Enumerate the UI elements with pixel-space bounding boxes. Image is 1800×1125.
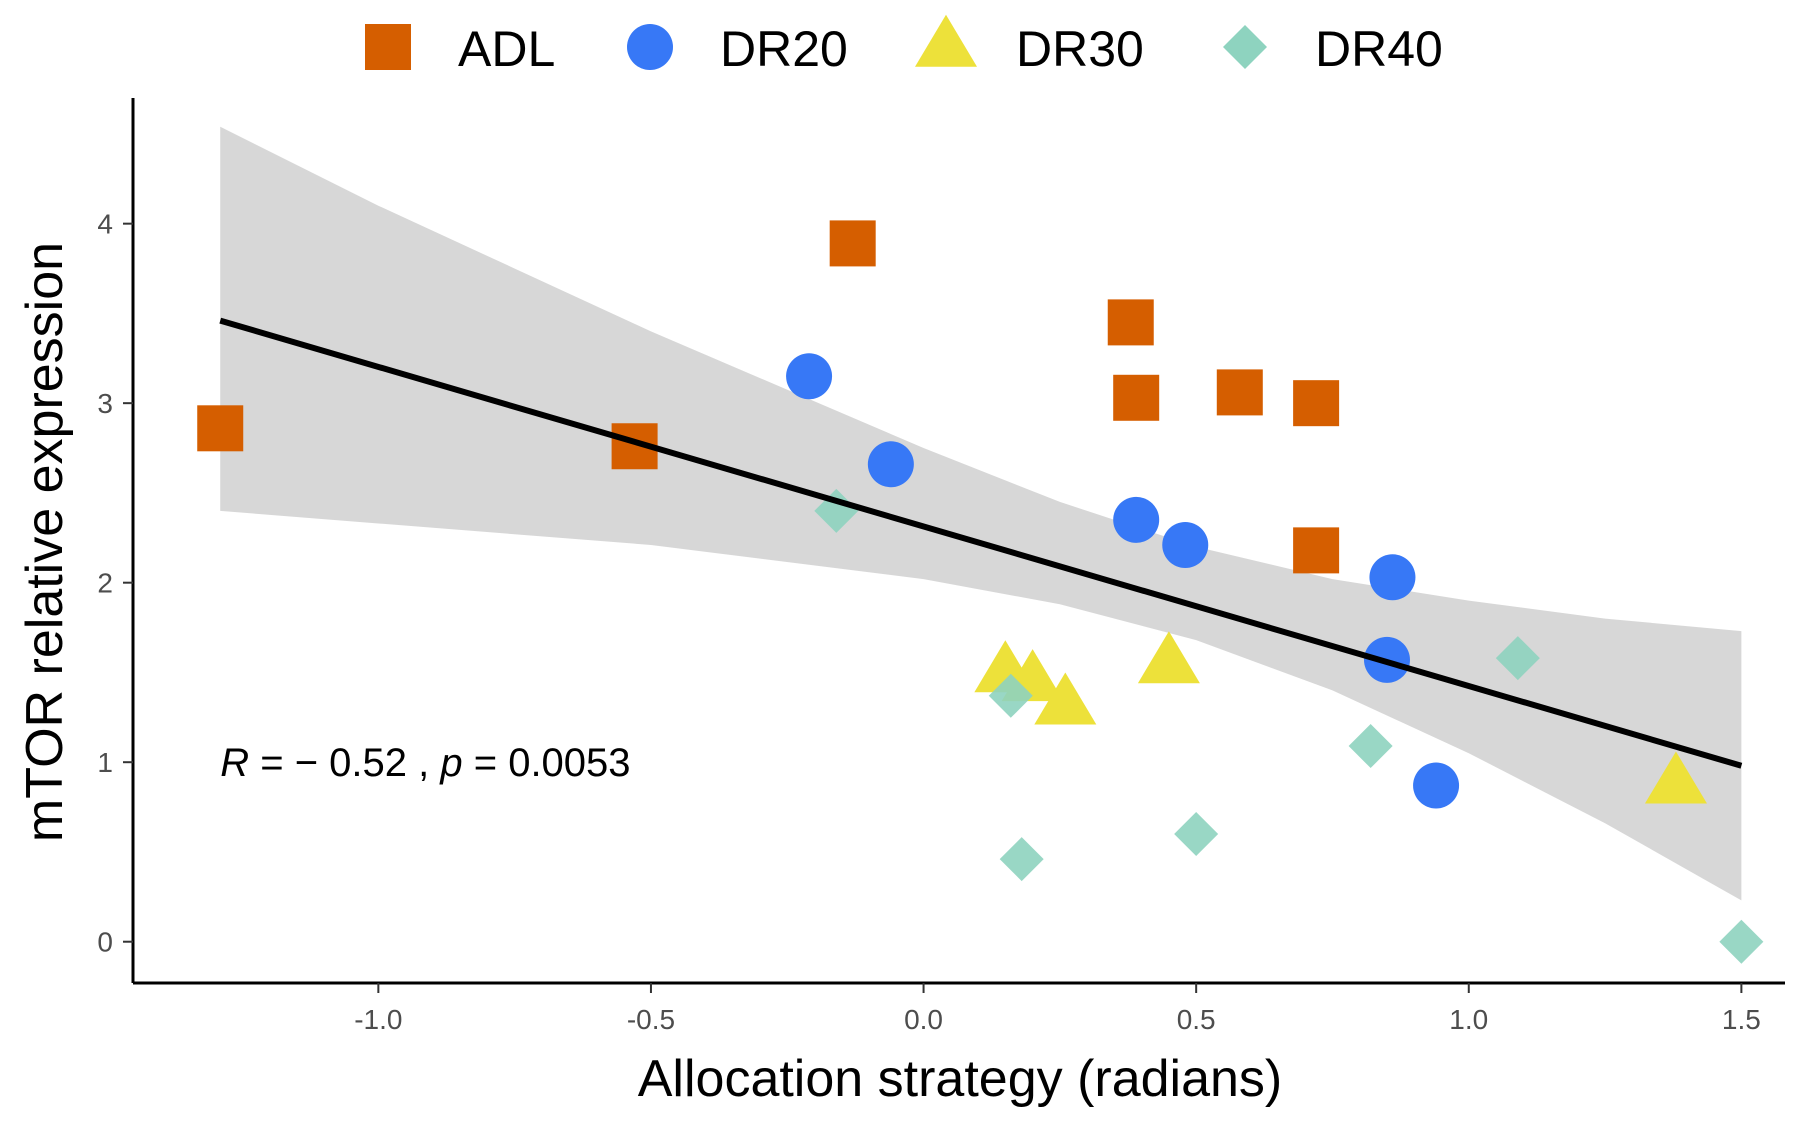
legend-label: DR40 xyxy=(1315,21,1443,77)
data-point xyxy=(867,441,914,488)
data-point xyxy=(1113,374,1160,421)
data-point xyxy=(1137,631,1200,684)
legend-label: ADL xyxy=(458,21,555,77)
data-points-layer xyxy=(197,220,1764,964)
y-tick-label: 3 xyxy=(97,388,113,419)
data-point xyxy=(1162,521,1209,568)
series-dr20 xyxy=(786,353,1460,809)
data-point xyxy=(786,353,833,400)
legend: ADL DR20 DR30 DR40 xyxy=(365,14,1443,77)
data-point xyxy=(197,405,244,452)
x-tick-label: 0.5 xyxy=(1177,1004,1216,1035)
x-tick-label: 1.0 xyxy=(1449,1004,1488,1035)
x-tick-label: -0.5 xyxy=(627,1004,675,1035)
series-adl xyxy=(197,220,1340,574)
legend-item-adl: ADL xyxy=(365,21,555,77)
x-tick-label: 0.0 xyxy=(904,1004,943,1035)
data-point xyxy=(829,220,876,267)
x-tick-label: 1.5 xyxy=(1722,1004,1761,1035)
data-point xyxy=(988,673,1033,718)
legend-item-dr30: DR30 xyxy=(915,14,1144,77)
data-point xyxy=(1644,751,1707,804)
legend-label: DR20 xyxy=(720,21,848,77)
legend-marker xyxy=(1223,25,1267,69)
p-value: = 0.0053 xyxy=(463,741,631,785)
data-point xyxy=(1293,527,1340,574)
legend-label: DR30 xyxy=(1016,21,1144,77)
data-point xyxy=(1216,369,1263,416)
data-point xyxy=(1034,672,1097,725)
y-tick-label: 4 xyxy=(97,209,113,240)
data-point xyxy=(1174,812,1219,857)
correlation-annotation: R = − 0.52 , p = 0.0053 xyxy=(220,741,630,785)
legend-marker xyxy=(627,24,673,70)
p-symbol: p xyxy=(439,741,462,785)
data-point xyxy=(1348,724,1393,769)
r-value: = − 0.52 , xyxy=(249,741,440,785)
legend-marker xyxy=(915,14,977,67)
y-axis-title: mTOR relative expression xyxy=(16,242,74,842)
x-tick-label: -1.0 xyxy=(354,1004,402,1035)
data-point xyxy=(1107,299,1154,346)
legend-marker xyxy=(365,24,411,70)
y-tick-label: 1 xyxy=(97,747,113,778)
legend-item-dr40: DR40 xyxy=(1223,21,1443,77)
regression-line-layer xyxy=(219,317,1743,769)
data-point xyxy=(1113,496,1160,543)
data-point xyxy=(1413,762,1460,809)
data-point xyxy=(1369,554,1416,601)
data-point xyxy=(1719,919,1764,964)
legend-item-dr20: DR20 xyxy=(627,21,848,77)
y-tick-label: 0 xyxy=(97,927,113,958)
axes: -1.0 -0.5 0.0 0.5 1.0 1.5 0 1 2 3 4 xyxy=(97,98,1785,1035)
series-dr40 xyxy=(814,488,1764,964)
confidence-band-layer xyxy=(220,126,1742,901)
r-symbol: R xyxy=(220,741,249,785)
data-point xyxy=(1495,636,1540,681)
data-point xyxy=(1293,380,1340,427)
confidence-band xyxy=(220,126,1742,901)
regression-line xyxy=(219,317,1743,769)
x-axis-title: Allocation strategy (radians) xyxy=(638,1050,1283,1108)
y-tick-label: 2 xyxy=(97,568,113,599)
data-point xyxy=(999,837,1044,882)
